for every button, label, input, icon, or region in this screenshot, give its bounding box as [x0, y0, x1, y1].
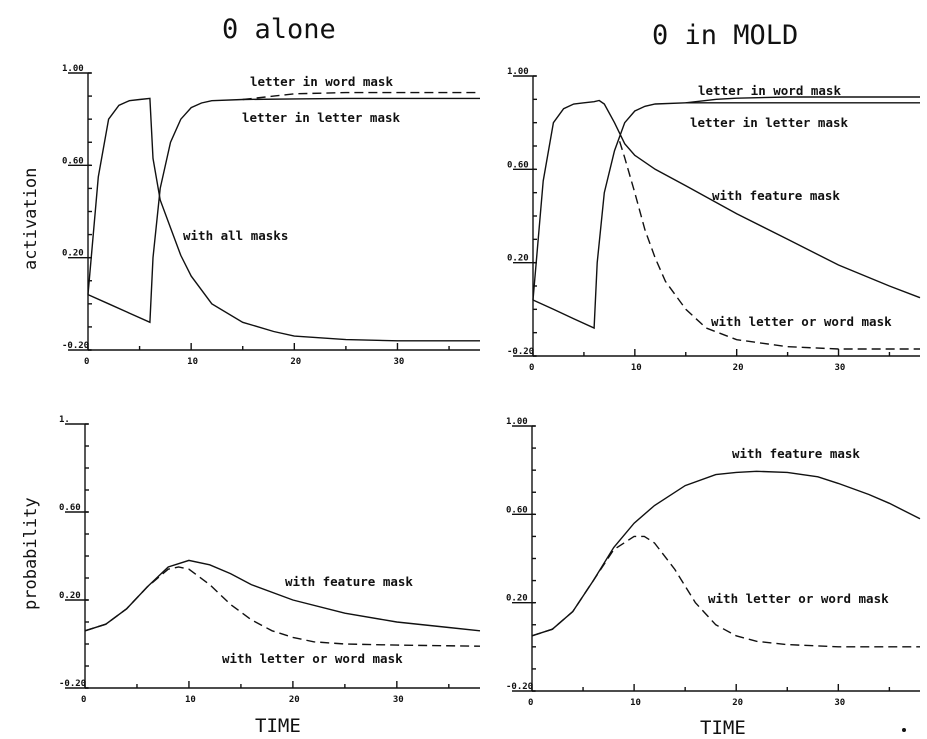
- y-tick-label: 0.60: [62, 156, 84, 166]
- label-with-feature-mask: with feature mask: [712, 188, 840, 203]
- xlabel-right: TIME: [700, 717, 746, 739]
- solid-curve-3: [685, 96, 920, 104]
- x-tick-label: 20: [732, 698, 743, 708]
- x-tick-label: 20: [289, 695, 300, 705]
- x-tick-label: 0: [81, 695, 86, 705]
- solid-curve-0: [84, 559, 481, 632]
- x-tick-label: 30: [834, 698, 845, 708]
- ylabel-probability: probability: [21, 497, 41, 610]
- label-letter-in-word-mask: letter in word mask: [698, 83, 841, 98]
- y-tick-label: 1.: [59, 415, 70, 425]
- label-with-all-masks: with all masks: [183, 228, 288, 243]
- x-tick-label: 0: [84, 357, 89, 367]
- y-tick-label: -0.20: [59, 679, 86, 689]
- y-tick-label: 0.60: [507, 160, 529, 170]
- label-letter-in-word-mask: letter in word mask: [250, 74, 393, 89]
- label-with-letter-or-word-mask: with letter or word mask: [708, 591, 889, 606]
- dashed-curve-1: [531, 535, 920, 648]
- panel-probability-alone: 1. 0.60 0.20 -0.20 0 10 20 30: [59, 415, 481, 705]
- panel-activation-alone: 1.00 0.60 0.20 -0.20 0 10 20 30: [62, 64, 480, 367]
- solid-curve-0: [87, 97, 480, 342]
- solid-curve-0: [531, 470, 921, 637]
- dashed-curve-1: [84, 566, 481, 647]
- title-right: 0 in MOLD: [652, 20, 798, 51]
- label-with-feature-mask: with feature mask: [732, 446, 860, 461]
- solid-curve-0: [532, 99, 921, 301]
- panel-probability-mold: 1.00 0.60 0.20 -0.20 0 10 20 30: [506, 417, 921, 708]
- x-tick-label: 10: [631, 363, 642, 373]
- dashed-curve-1: [618, 141, 920, 350]
- x-tick-label: 20: [290, 357, 301, 367]
- y-tick-label: 1.00: [506, 417, 528, 427]
- y-tick-label: -0.20: [507, 347, 534, 357]
- x-tick-label: 10: [630, 698, 641, 708]
- label-letter-in-letter-mask: letter in letter mask: [242, 110, 401, 125]
- solid-curve-2: [532, 102, 920, 330]
- x-tick-label: 30: [835, 363, 846, 373]
- ylabel-activation: activation: [21, 168, 41, 270]
- y-tick-label: -0.20: [62, 341, 89, 351]
- label-with-feature-mask: with feature mask: [285, 574, 413, 589]
- y-tick-label: 0.20: [506, 594, 528, 604]
- x-tick-label: 0: [529, 363, 534, 373]
- x-tick-label: 30: [393, 695, 404, 705]
- x-tick-label: 10: [187, 357, 198, 367]
- title-left: 0 alone: [222, 14, 336, 45]
- x-tick-label: 0: [528, 698, 533, 708]
- y-tick-label: 0.20: [507, 254, 529, 264]
- y-tick-label: 0.60: [506, 505, 528, 515]
- xlabel-left: TIME: [255, 715, 301, 737]
- y-tick-label: 0.20: [62, 249, 84, 259]
- label-with-letter-or-word-mask: with letter or word mask: [711, 314, 892, 329]
- solid-curve-1: [87, 97, 480, 324]
- x-tick-label: 20: [733, 363, 744, 373]
- dot-mark: [902, 728, 906, 732]
- dashed-curve-2: [242, 91, 480, 101]
- y-tick-label: -0.20: [506, 682, 533, 692]
- panel-activation-mold: 1.00 0.60 0.20 -0.20 0 10 20 30: [507, 67, 921, 373]
- y-tick-label: 0.60: [59, 503, 81, 513]
- y-tick-label: 0.20: [59, 591, 81, 601]
- x-tick-label: 10: [185, 695, 196, 705]
- label-with-letter-or-word-mask: with letter or word mask: [222, 651, 403, 666]
- label-letter-in-letter-mask: letter in letter mask: [690, 115, 849, 130]
- y-tick-label: 1.00: [507, 67, 529, 77]
- y-tick-label: 1.00: [62, 64, 84, 74]
- x-tick-label: 30: [393, 357, 404, 367]
